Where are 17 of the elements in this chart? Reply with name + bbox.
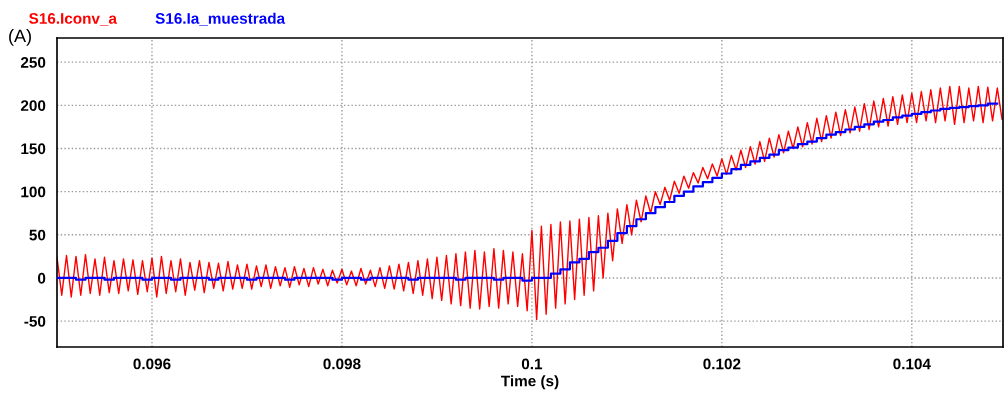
y-tick-label: 100 (21, 186, 46, 198)
x-tick-label: 0.096 (133, 358, 171, 370)
text: S16.Iconv_a (29, 13, 118, 26)
y-tick-label: 150 (21, 143, 46, 155)
y-tick-label: 200 (20, 100, 46, 112)
x-tick-label: 0.102 (703, 358, 741, 370)
x-tick-label: 0.104 (893, 358, 931, 370)
x-tick-label: 0.098 (323, 358, 361, 370)
x-tick-label: 0.1 (521, 358, 543, 370)
y-tick-label: -50 (24, 315, 46, 327)
y-tick-label: 50 (29, 229, 46, 241)
line-series (57, 85, 1003, 321)
text: S16.Ia_muestrada (155, 12, 286, 26)
y-tick-label: 250 (20, 57, 46, 68)
y-axis-title: (A) (9, 29, 31, 46)
y-tick-label: 0 (38, 272, 46, 284)
x-axis-title: Time (s) (501, 375, 559, 390)
